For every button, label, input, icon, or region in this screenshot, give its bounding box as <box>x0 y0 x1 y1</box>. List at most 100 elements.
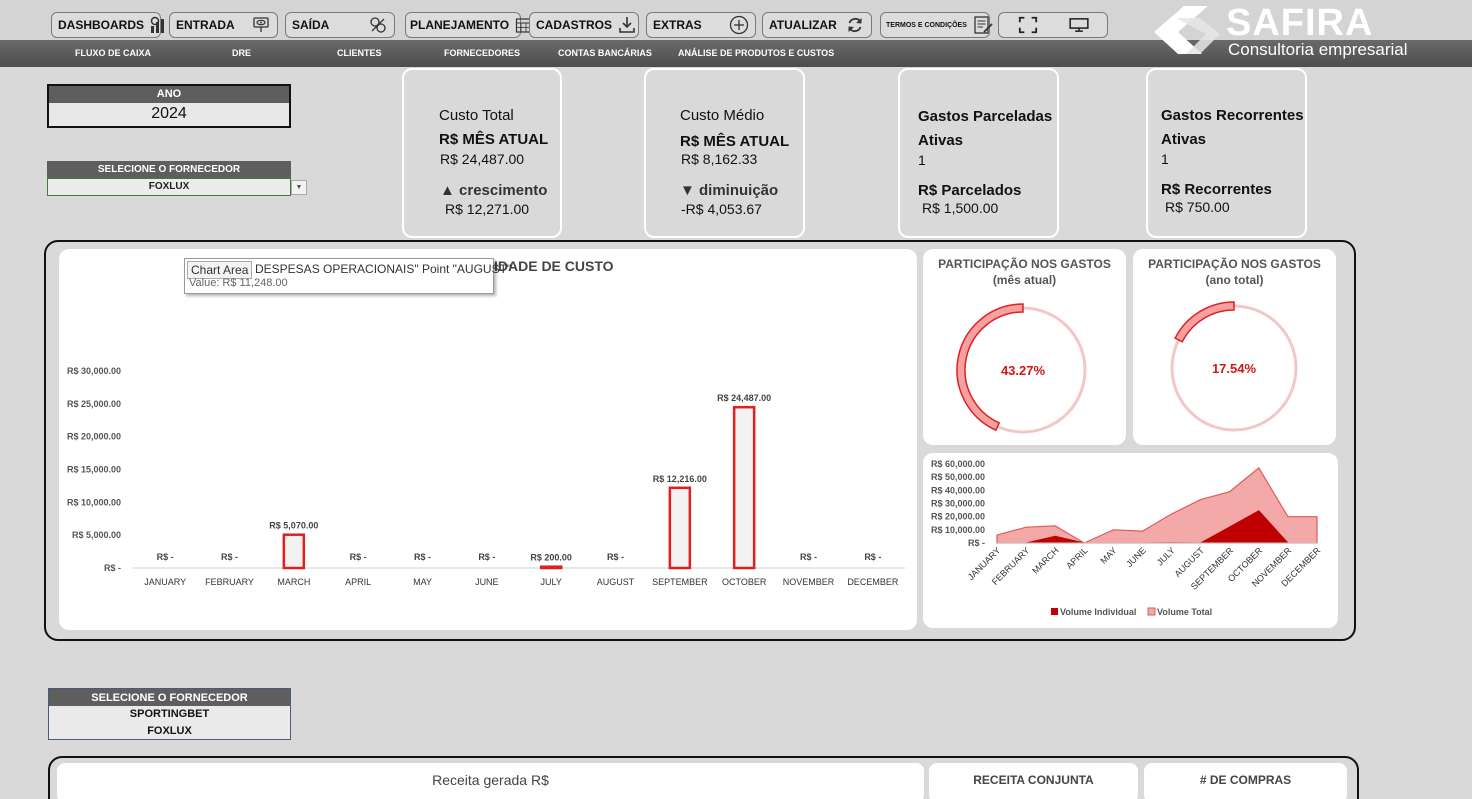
bar <box>282 533 306 570</box>
termos-button[interactable]: TERMOS E CONDIÇÕES <box>880 12 993 38</box>
donut-month-chart[interactable]: 43.27% <box>954 301 1092 439</box>
document-icon <box>973 15 993 35</box>
kpi-parc-title1: Gastos Parceladas <box>918 108 1053 125</box>
eye-icon <box>251 15 271 35</box>
bar-data-label: R$ - <box>221 552 238 562</box>
dashboards-button[interactable]: DASHBOARDS <box>51 12 165 38</box>
bar-data-label: R$ 5,070.00 <box>269 521 318 531</box>
kpi-total-trend-value: R$ 12,271.00 <box>445 201 530 217</box>
bar-data-label: R$ - <box>414 552 431 562</box>
x-tick-label: MAY <box>1098 545 1118 565</box>
view-controls <box>998 12 1108 38</box>
refresh-icon <box>845 15 865 35</box>
receita-conjunta-panel[interactable]: RECEITA CONJUNTA <box>929 763 1138 799</box>
x-tick-label: DECEMBER <box>847 577 899 587</box>
y-tick-label: R$ 25,000.00 <box>67 399 121 409</box>
supplier-list-item[interactable]: FOXLUX <box>147 725 192 737</box>
donut-year-title-line1: PARTICIPAÇÃO NOS GASTOS <box>1148 257 1321 271</box>
kpi-rec-label: R$ Recorrentes <box>1161 181 1272 198</box>
supplier-list-label: SELECIONE O FORNECEDOR <box>49 689 290 706</box>
supplier-filter[interactable]: SELECIONE O FORNECEDOR FOXLUX <box>47 161 291 196</box>
monitor-icon[interactable] <box>1068 15 1089 35</box>
y-tick-label: R$ 60,000.00 <box>931 459 985 469</box>
x-tick-label: SEPTEMBER <box>652 577 708 587</box>
kpi-avg-trend-value: -R$ 4,053.67 <box>681 201 762 217</box>
nav-bar <box>0 40 1472 67</box>
bar-data-label: R$ 12,216.00 <box>653 474 707 484</box>
saida-button[interactable]: SAÍDA <box>285 12 395 38</box>
donut-value-label: 17.54% <box>1212 361 1257 376</box>
donut-month-title-line2: (mês atual) <box>992 273 1057 287</box>
donut-value-arc <box>956 303 1024 432</box>
year-label: ANO <box>49 86 289 103</box>
receita-gerada-panel[interactable]: Receita gerada R$ <box>57 763 924 799</box>
donut-year-title-line2: (ano total) <box>1205 273 1264 287</box>
nav-fluxo-de-caixa[interactable]: FLUXO DE CAIXA <box>75 48 152 58</box>
nav-contas-bancarias[interactable]: CONTAS BANCÁRIAS <box>558 48 652 58</box>
supplier-list-item[interactable]: SPORTINGBET <box>129 708 210 720</box>
plus-circle-icon <box>729 15 749 35</box>
brand-name: SAFIRA <box>1226 2 1374 44</box>
entrada-button[interactable]: ENTRADA <box>169 12 278 38</box>
donut-value-arc <box>1174 301 1235 343</box>
nav-dre[interactable]: DRE <box>232 48 252 58</box>
kpi-custo-total: Custo Total R$ MÊS ATUAL R$ 24,487.00 ▲ … <box>402 68 562 238</box>
year-filter[interactable]: ANO 2024 <box>47 84 291 128</box>
kpi-parc-title2: Ativas <box>918 132 964 149</box>
supplier-list-filter[interactable]: SELECIONE O FORNECEDOR SPORTINGBET FOXLU… <box>48 688 291 740</box>
year-value[interactable]: 2024 <box>151 105 187 122</box>
donut-month-panel[interactable] <box>923 249 1126 445</box>
donut-month-title-line1: PARTICIPAÇÃO NOS GASTOS <box>938 257 1111 271</box>
area-chart[interactable]: R$ - R$ 10,000.00 R$ 20,000.00 R$ 30,000.00… <box>923 453 1338 628</box>
y-tick-label: R$ 10,000.00 <box>67 497 121 507</box>
supplier-label: SELECIONE O FORNECEDOR <box>47 161 291 178</box>
kpi-parc-count: 1 <box>918 152 926 168</box>
cadastros-label: CADASTROS <box>536 18 613 32</box>
tools-icon <box>368 15 388 35</box>
entrada-label: ENTRADA <box>176 18 235 32</box>
bar-data-label: R$ - <box>607 552 624 562</box>
x-tick-label: AUGUST <box>597 577 635 587</box>
nav-clientes[interactable]: CLIENTES <box>337 48 382 58</box>
legend-swatch-total <box>1147 607 1156 616</box>
donut-year-panel[interactable] <box>1133 249 1336 445</box>
y-tick-label: R$ - <box>104 563 121 573</box>
nav-fornecedores[interactable]: FORNECEDORES <box>444 48 521 58</box>
x-tick-label: JUNE <box>1124 545 1148 569</box>
tooltip-value: Value: R$ 11,248.00 <box>189 277 288 289</box>
fullscreen-icon[interactable] <box>1018 15 1038 35</box>
bar-data-label: R$ - <box>864 552 881 562</box>
kpi-recorrentes: Gastos Recorrentes Ativas 1 R$ Recorrent… <box>1146 68 1307 238</box>
numero-compras-panel[interactable]: # DE COMPRAS <box>1144 763 1347 799</box>
x-tick-label: APRIL <box>345 577 371 587</box>
bar-chart-panel[interactable] <box>59 249 917 630</box>
extras-button[interactable]: EXTRAS <box>646 12 756 38</box>
planejamento-button[interactable]: PLANEJAMENTO <box>405 12 533 38</box>
atualizar-button[interactable]: ATUALIZAR <box>762 12 872 38</box>
chart-tooltip: Chart Area DESPESAS OPERACIONAIS" Point … <box>184 258 511 294</box>
bar-data-label: R$ - <box>157 552 174 562</box>
kpi-rec-count: 1 <box>1161 151 1169 167</box>
kpi-total-value: R$ 24,487.00 <box>440 151 525 167</box>
x-tick-label: JULY <box>1155 545 1177 567</box>
brand-tagline: Consultoria empresarial <box>1228 40 1408 59</box>
supplier-value[interactable]: FOXLUX <box>47 178 291 196</box>
planejamento-label: PLANEJAMENTO <box>410 18 510 32</box>
kpi-rec-title2: Ativas <box>1161 131 1207 148</box>
x-tick-label: FEBRUARY <box>205 577 254 587</box>
donut-year-title: PARTICIPAÇÃO NOS GASTOS (ano total) <box>1133 256 1336 288</box>
donut-year-chart[interactable]: 17.54% <box>1165 299 1303 437</box>
kpi-avg-subtitle: R$ MÊS ATUAL <box>680 133 790 150</box>
x-tick-label: MAY <box>413 577 432 587</box>
kpi-parc-value: R$ 1,500.00 <box>922 200 999 216</box>
safira-logo <box>1154 6 1220 54</box>
bar-chart-title: IDADE DE CUSTO <box>494 258 614 274</box>
kpi-avg-value: R$ 8,162.33 <box>681 151 758 167</box>
bar-chart[interactable]: R$ - R$ 5,000.00 R$ 10,000.00 R$ 15,000.00 R… <box>59 249 917 630</box>
bar <box>539 565 563 570</box>
chevron-down-icon[interactable]: ▼ <box>291 180 307 195</box>
saida-label: SAÍDA <box>292 18 330 32</box>
cadastros-button[interactable]: CADASTROS <box>529 12 639 38</box>
tooltip-series: DESPESAS OPERACIONAIS" Point "AUGUST" <box>255 262 512 276</box>
nav-analise-produtos[interactable]: ANÁLISE DE PRODUTOS E CUSTOS <box>678 48 835 58</box>
